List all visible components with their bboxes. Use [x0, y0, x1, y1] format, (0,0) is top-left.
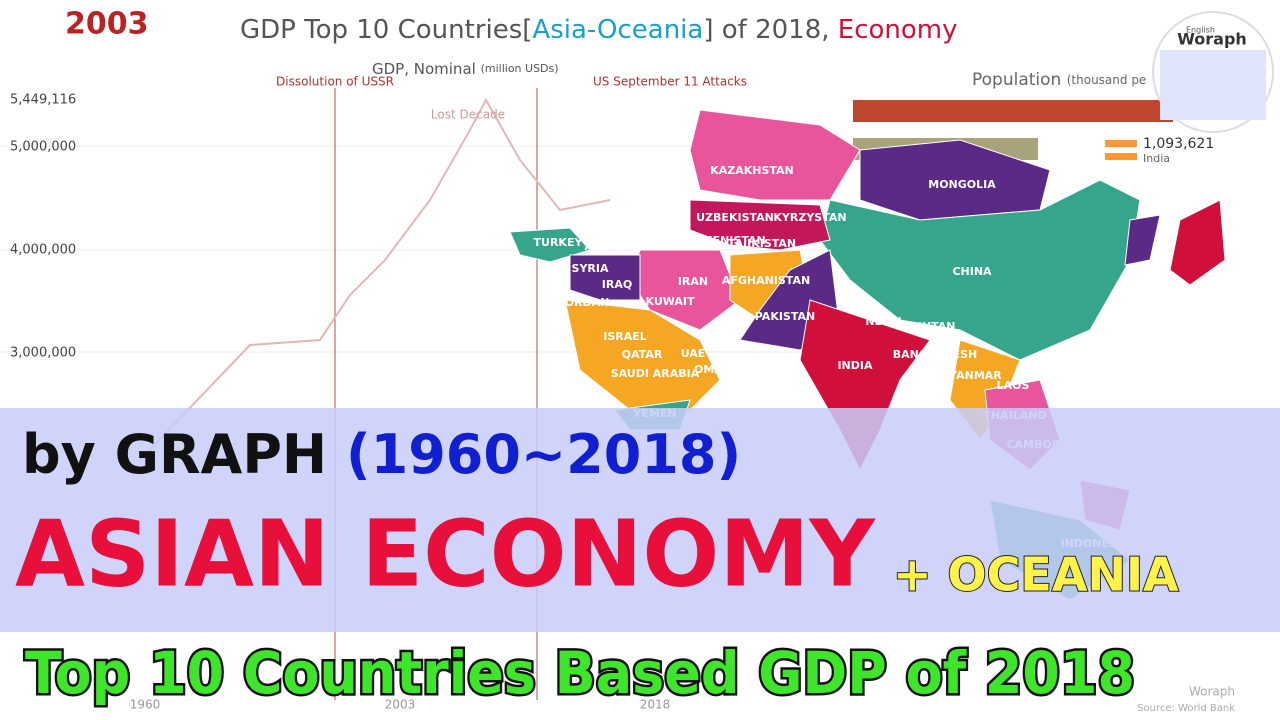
- map-label: AFGHANISTAN: [722, 274, 810, 287]
- y-tick-label: 5,000,000: [10, 140, 76, 155]
- map-label: SAUDI ARABIA: [611, 367, 700, 380]
- map-label: AZERBAIJAN: [584, 240, 659, 253]
- title-suffix: Economy: [838, 15, 958, 45]
- population-label: Population (thousand pe: [972, 70, 1146, 90]
- region: [689, 199, 831, 251]
- event-label: US September 11 Attacks: [593, 75, 747, 89]
- population-bar: [853, 100, 1173, 122]
- map-label: KUWAIT: [645, 295, 695, 308]
- map-label: IRAN: [678, 275, 708, 288]
- population-value: 1,093,621: [1143, 136, 1214, 152]
- region: [569, 254, 641, 301]
- gdp-chart: 5,449,116 5,000,000 4,000,000 3,000,000 …: [0, 60, 860, 712]
- map-label: INDIA: [837, 359, 873, 372]
- footer-brand: Woraph: [1189, 685, 1235, 699]
- logo-small: English: [1186, 26, 1215, 35]
- map-label: TURKMENISTAN: [668, 234, 765, 247]
- map-label: CHINA: [952, 265, 992, 278]
- map-label: SYRIA: [572, 262, 609, 275]
- map-label: MONGOLIA: [928, 178, 996, 191]
- banner-part: by GRAPH: [22, 423, 327, 486]
- event-label: Lost Decade: [431, 108, 505, 122]
- year: 2003: [65, 7, 149, 42]
- map: [509, 109, 1226, 601]
- x-tick-label: 2003: [385, 698, 416, 712]
- population-country: India: [1143, 152, 1170, 165]
- label: Population: [972, 70, 1061, 90]
- map-label: NEPAL: [865, 315, 904, 328]
- logo-brand: Woraph: [1177, 30, 1247, 49]
- banner-band: [0, 408, 1280, 632]
- map-label: IRAQ: [602, 278, 632, 291]
- map-label: GEORGIA: [572, 211, 628, 224]
- map-label: ARMENIA: [579, 226, 637, 239]
- title-part: GDP Top 10 Countries[: [240, 15, 532, 45]
- region: [1169, 199, 1226, 286]
- map-label: BHUTAN: [905, 320, 956, 333]
- map-label: TURKEY: [534, 236, 584, 249]
- banner-headline: ASIAN ECONOMY: [15, 500, 876, 607]
- map-label: MYANMAR: [938, 369, 1002, 382]
- unit: (million USDs): [481, 62, 559, 75]
- map-label: QATAR: [622, 348, 663, 361]
- title-region: Asia-Oceania: [532, 15, 703, 45]
- y-tick-label: 4,000,000: [10, 243, 76, 258]
- map-label: JORDAN: [560, 296, 610, 309]
- map-label: KAZAKHSTAN: [710, 164, 794, 177]
- y-tick-label: 5,449,116: [10, 93, 76, 108]
- label: GDP, Nominal: [372, 60, 476, 78]
- flag: [1105, 147, 1137, 153]
- map-label: OMAN: [694, 363, 732, 376]
- region: [819, 179, 1141, 361]
- map-label: LAOS: [997, 379, 1030, 392]
- map-label: UAE: [681, 347, 706, 360]
- chart-label: GDP, Nominal (million USDs): [372, 60, 559, 78]
- population-panel: Population (thousand pe 1,093,621 India: [853, 70, 1214, 165]
- region: [564, 299, 721, 421]
- x-tick-label: 1960: [130, 698, 161, 712]
- map-label: BANGLADESH: [893, 348, 977, 361]
- gdp-line: [139, 97, 611, 461]
- banner-text: by GRAPH (1960~2018): [22, 423, 741, 486]
- map-label: ISRAEL: [603, 330, 647, 343]
- map-label: TAJIKISTAN: [728, 237, 796, 250]
- unit: (thousand pe: [1067, 73, 1147, 87]
- title-part: ] of 2018,: [703, 15, 837, 45]
- footer-source: Source: World Bank: [1137, 703, 1235, 714]
- y-tick-label: 3,000,000: [10, 346, 76, 361]
- title: GDP Top 10 Countries[Asia-Oceania] of 20…: [240, 15, 958, 45]
- x-tick-label: 2018: [640, 698, 671, 712]
- region: [689, 109, 861, 201]
- region: [1124, 214, 1161, 266]
- banner-part: (1960~2018): [346, 423, 741, 486]
- map-label: KYRZYSTAN: [773, 211, 846, 224]
- event-label: Dissolution of USSR: [276, 75, 394, 89]
- banner-oceania: + OCEANIA: [893, 548, 1179, 602]
- logo-graph: [1160, 50, 1266, 120]
- map-label: UZBEKISTAN: [696, 211, 774, 224]
- banner-subtitle: Top 10 Countries Based GDP of 2018: [25, 639, 1135, 707]
- map-label: PAKISTAN: [755, 310, 815, 323]
